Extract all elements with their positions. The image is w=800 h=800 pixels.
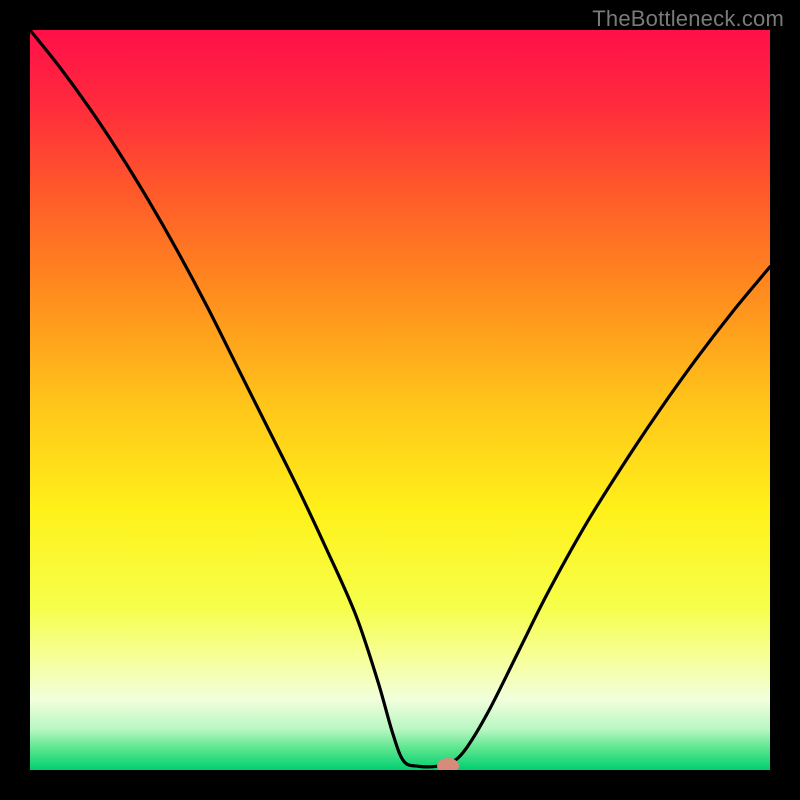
chart-background-gradient (30, 30, 770, 770)
chart-outer-frame (0, 0, 800, 800)
chart-plot-area (30, 30, 770, 770)
minimum-marker (437, 758, 459, 770)
bottleneck-curve (30, 30, 770, 767)
watermark-label: TheBottleneck.com (592, 6, 784, 32)
chart-svg (30, 30, 770, 770)
